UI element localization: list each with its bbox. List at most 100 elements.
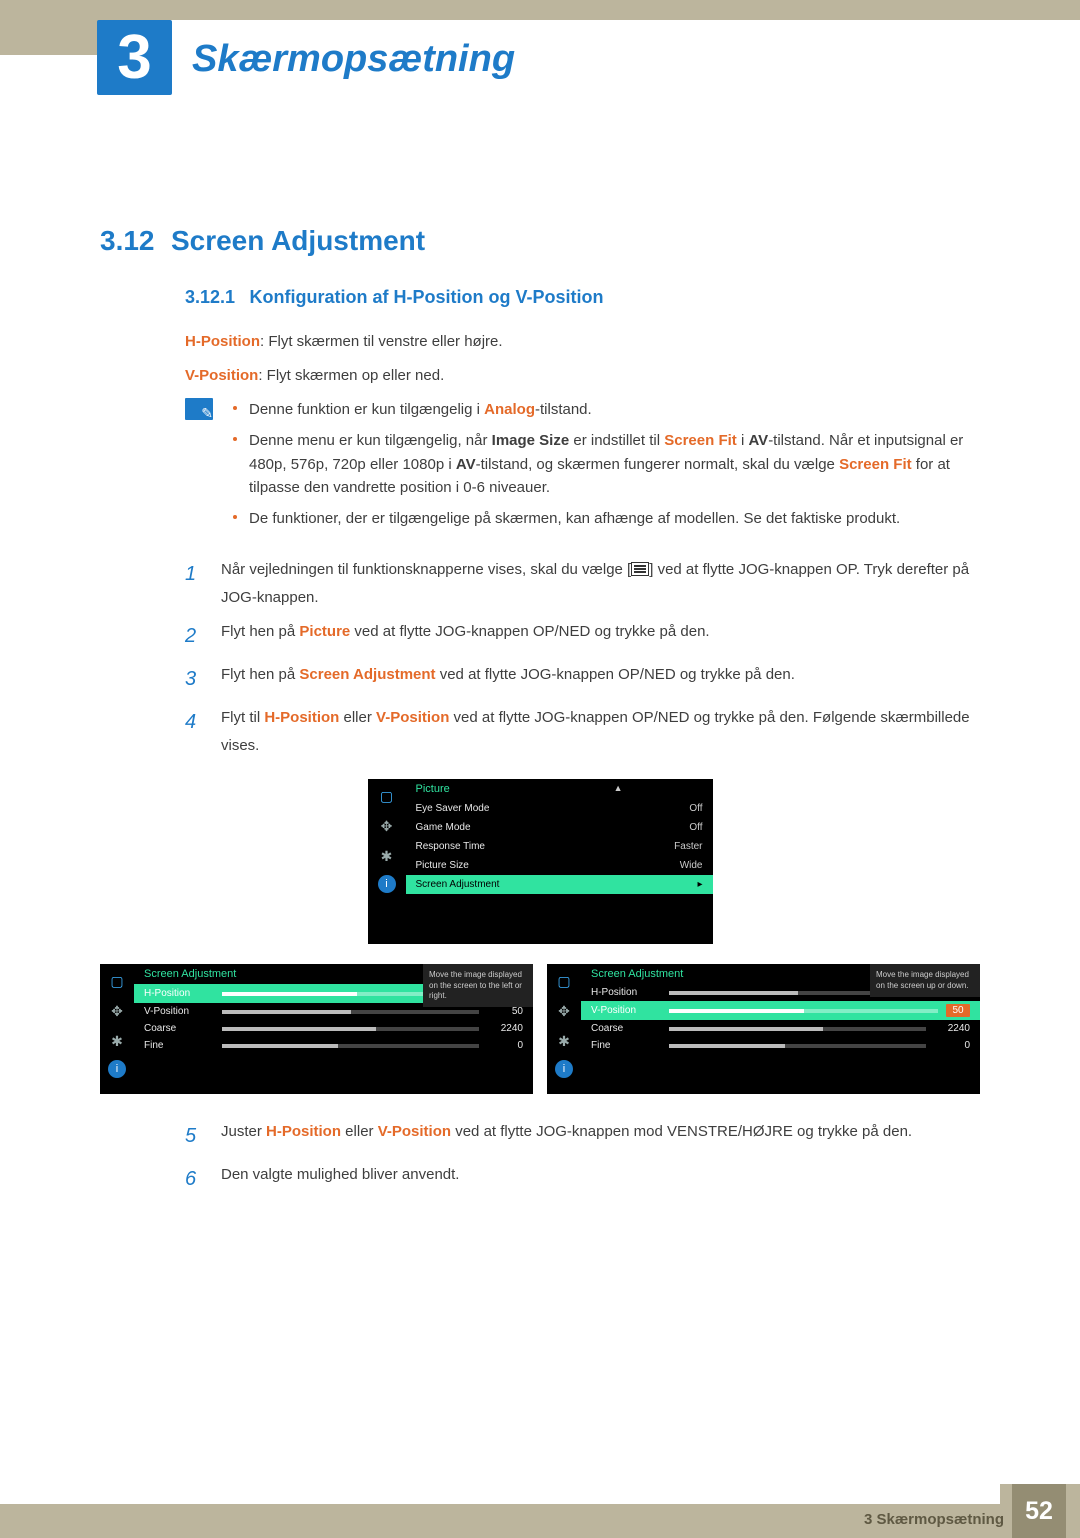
txt: Flyt hen på [221, 666, 299, 683]
step: 1 Når vejledningen til funktionsknappern… [185, 556, 980, 612]
slider-track [669, 1009, 938, 1013]
bullet-icon [233, 437, 237, 441]
osd-row-label: Response Time [416, 841, 485, 852]
monitor-icon: ▢ [552, 970, 576, 992]
txt: i [737, 432, 749, 449]
gear-icon: ✱ [105, 1030, 129, 1052]
slider-track [222, 1044, 479, 1048]
note-item: De funktioner, der er tilgængelige på sk… [233, 507, 980, 530]
slider-fill [222, 992, 357, 996]
gear-icon: ✱ [552, 1030, 576, 1052]
slider [222, 1044, 479, 1048]
osd-row-label: Screen Adjustment [416, 879, 500, 890]
step-body: Juster H-Position eller V-Position ved a… [221, 1118, 980, 1155]
osd-row-label: Picture Size [416, 860, 469, 871]
step-number: 6 [185, 1161, 203, 1198]
osd-row: Screen Adjustment ▸ [406, 875, 713, 894]
content-area: 3.12 Screen Adjustment 3.12.1 Konfigurat… [0, 55, 1080, 1244]
osd-sidebar: ▢ ✥ ✱ i [547, 964, 581, 1094]
txt: Denne menu er kun tilgængelig, når [249, 432, 492, 449]
adj-label: Fine [591, 1040, 661, 1051]
osd-row: Game ModeOff [406, 818, 713, 837]
txt: Screen Adjustment [299, 666, 435, 683]
osd-row-label: Game Mode [416, 822, 471, 833]
txt: Analog [484, 401, 535, 418]
osd-hposition-menu: ▢ ✥ ✱ i Screen Adjustment H-Position50V-… [100, 964, 533, 1094]
osd-menu-list: Picture ▲ Eye Saver ModeOffGame ModeOffR… [406, 779, 713, 944]
txt: Image Size [492, 432, 570, 449]
chapter-title: Skærmopsætning [192, 38, 515, 81]
osd-row: Response TimeFaster [406, 837, 713, 856]
bullet-icon [233, 515, 237, 519]
osd-row-value: ▸ [697, 879, 702, 890]
monitor-icon: ▢ [105, 970, 129, 992]
txt: V-Position [376, 709, 449, 726]
osd-vposition-menu: ▢ ✥ ✱ i Screen Adjustment H-Position50V-… [547, 964, 980, 1094]
slider-fill [222, 1010, 351, 1014]
adjustment-row: V-Position 50 [581, 1001, 980, 1020]
adj-label: V-Position [144, 1006, 214, 1017]
slider [669, 1044, 926, 1048]
adj-value: 50 [946, 1004, 970, 1017]
note-text: Denne menu er kun tilgængelig, når Image… [249, 429, 980, 499]
txt: -tilstand, og skærmen fungerer normalt, … [476, 456, 840, 473]
slider-fill [669, 1044, 785, 1048]
info-icon: i [378, 875, 396, 893]
osd-row-label: Eye Saver Mode [416, 803, 490, 814]
step-body: Flyt hen på Picture ved at flytte JOG-kn… [221, 618, 980, 655]
info-icon: i [108, 1060, 126, 1078]
slider-fill [669, 991, 798, 995]
txt: Flyt hen på [221, 623, 299, 640]
note-text: De funktioner, der er tilgængelige på sk… [249, 507, 900, 530]
slider-track [669, 1027, 926, 1031]
slider-fill [222, 1027, 376, 1031]
txt: Juster [221, 1123, 266, 1140]
adj-label: H-Position [144, 988, 214, 999]
osd-row-value: Wide [680, 860, 703, 871]
txt: AV [748, 432, 768, 449]
adjustment-row: Coarse2240 [581, 1020, 980, 1037]
osd-sidebar: ▢ ✥ ✱ i [100, 964, 134, 1094]
txt: H-Position [264, 709, 339, 726]
txt: Screen Fit [839, 456, 912, 473]
osd-row-value: Off [689, 803, 702, 814]
slider-fill [222, 1044, 338, 1048]
section-heading: 3.12 Screen Adjustment [100, 225, 980, 257]
footer: 3 Skærmopsætning 52 [0, 1484, 1080, 1538]
step-number: 4 [185, 704, 203, 760]
chapter-number-badge: 3 [97, 20, 172, 95]
step-body: Flyt til H-Position eller V-Position ved… [221, 704, 980, 760]
adj-value: 2240 [934, 1023, 970, 1034]
adj-label: V-Position [591, 1005, 661, 1016]
txt: er indstillet til [569, 432, 664, 449]
vpos-label: V-Position [185, 367, 258, 384]
slider-fill [669, 1027, 823, 1031]
adj-label: H-Position [591, 987, 661, 998]
adjustment-row: Coarse2240 [134, 1020, 533, 1037]
osd-sidebar: ▢ ✥ ✱ i [368, 779, 406, 944]
hposition-desc: H-Position: Flyt skærmen til venstre ell… [185, 330, 980, 354]
arrow-up-icon: ▲ [614, 783, 623, 793]
adj-value: 0 [487, 1040, 523, 1051]
adj-value: 50 [487, 1006, 523, 1017]
hpos-label: H-Position [185, 333, 260, 350]
slider [222, 1027, 479, 1031]
slider-track [669, 1044, 926, 1048]
osd-row: Eye Saver Mode Off [406, 799, 713, 818]
txt: eller [341, 1123, 378, 1140]
osd-tooltip: Move the image displayed on the screen t… [423, 964, 533, 1007]
gear-icon: ✱ [375, 845, 399, 867]
osd-header-label: Picture [416, 783, 450, 795]
note-item: Denne funktion er kun tilgængelig i Anal… [233, 398, 980, 421]
section-number: 3.12 [100, 225, 155, 256]
txt: Flyt til [221, 709, 264, 726]
step: 4 Flyt til H-Position eller V-Position v… [185, 704, 980, 760]
step: 6 Den valgte mulighed bliver anvendt. [185, 1161, 980, 1198]
move-icon: ✥ [375, 815, 399, 837]
txt: AV [456, 456, 476, 473]
page-number: 52 [1012, 1484, 1066, 1538]
step: 5 Juster H-Position eller V-Position ved… [185, 1118, 980, 1155]
txt: H-Position [266, 1123, 341, 1140]
txt: Picture [299, 623, 350, 640]
menu-icon [631, 562, 649, 576]
